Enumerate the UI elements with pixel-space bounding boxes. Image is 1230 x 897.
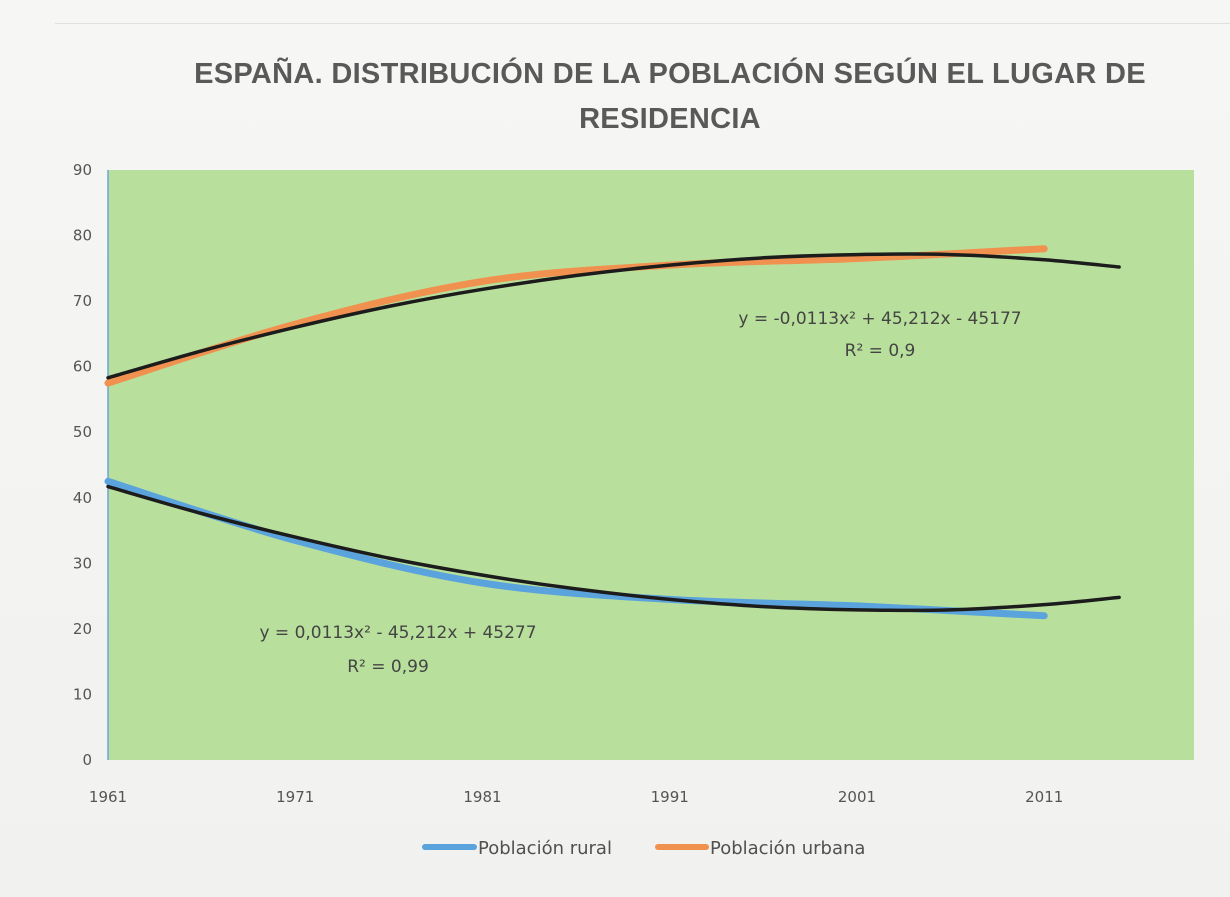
y-tick-label: 50 (73, 423, 92, 441)
y-axis-labels: 0 10 20 30 40 50 60 70 80 90 (73, 161, 109, 769)
legend: Población rural Población urbana (422, 838, 865, 859)
x-tick-label: 2001 (838, 788, 876, 806)
top-divider (55, 23, 1230, 24)
y-tick-label: 30 (73, 554, 92, 572)
trendline-rural (106, 484, 1121, 613)
x-tick-label: 1961 (89, 788, 127, 806)
x-tick-label: 1991 (651, 788, 689, 806)
x-tick-label: 1981 (463, 788, 501, 806)
legend-label-rural: Población rural (478, 838, 612, 859)
y-tick-label: 20 (73, 620, 92, 638)
trendline-r2-rural: R² = 0,99 (347, 657, 429, 677)
trendline-equation-rural: y = 0,0113x² - 45,212x + 45277 (259, 623, 536, 643)
y-tick-label: 0 (82, 751, 92, 769)
trendline-layer (106, 252, 1121, 613)
y-tick-label: 70 (73, 292, 92, 310)
x-axis-labels: 1961 1971 1981 1991 2001 2011 (89, 788, 1063, 806)
y-tick-label: 60 (73, 358, 92, 376)
chart-title: ESPAÑA. DISTRIBUCIÓN DE LA POBLACIÓN SEG… (194, 58, 1146, 135)
trendline-urbana (106, 252, 1121, 380)
trendline-equation-urbana: y = -0,0113x² + 45,212x - 45177 (738, 309, 1021, 329)
y-tick-label: 90 (73, 161, 92, 179)
legend-label-urbana: Población urbana (710, 838, 865, 859)
y-tick-label: 40 (73, 489, 92, 507)
x-tick-label: 2011 (1025, 788, 1063, 806)
x-tick-label: 1971 (276, 788, 314, 806)
trendline-r2-urbana: R² = 0,9 (845, 341, 916, 361)
y-tick-label: 80 (73, 227, 92, 245)
y-tick-label: 10 (73, 685, 92, 703)
